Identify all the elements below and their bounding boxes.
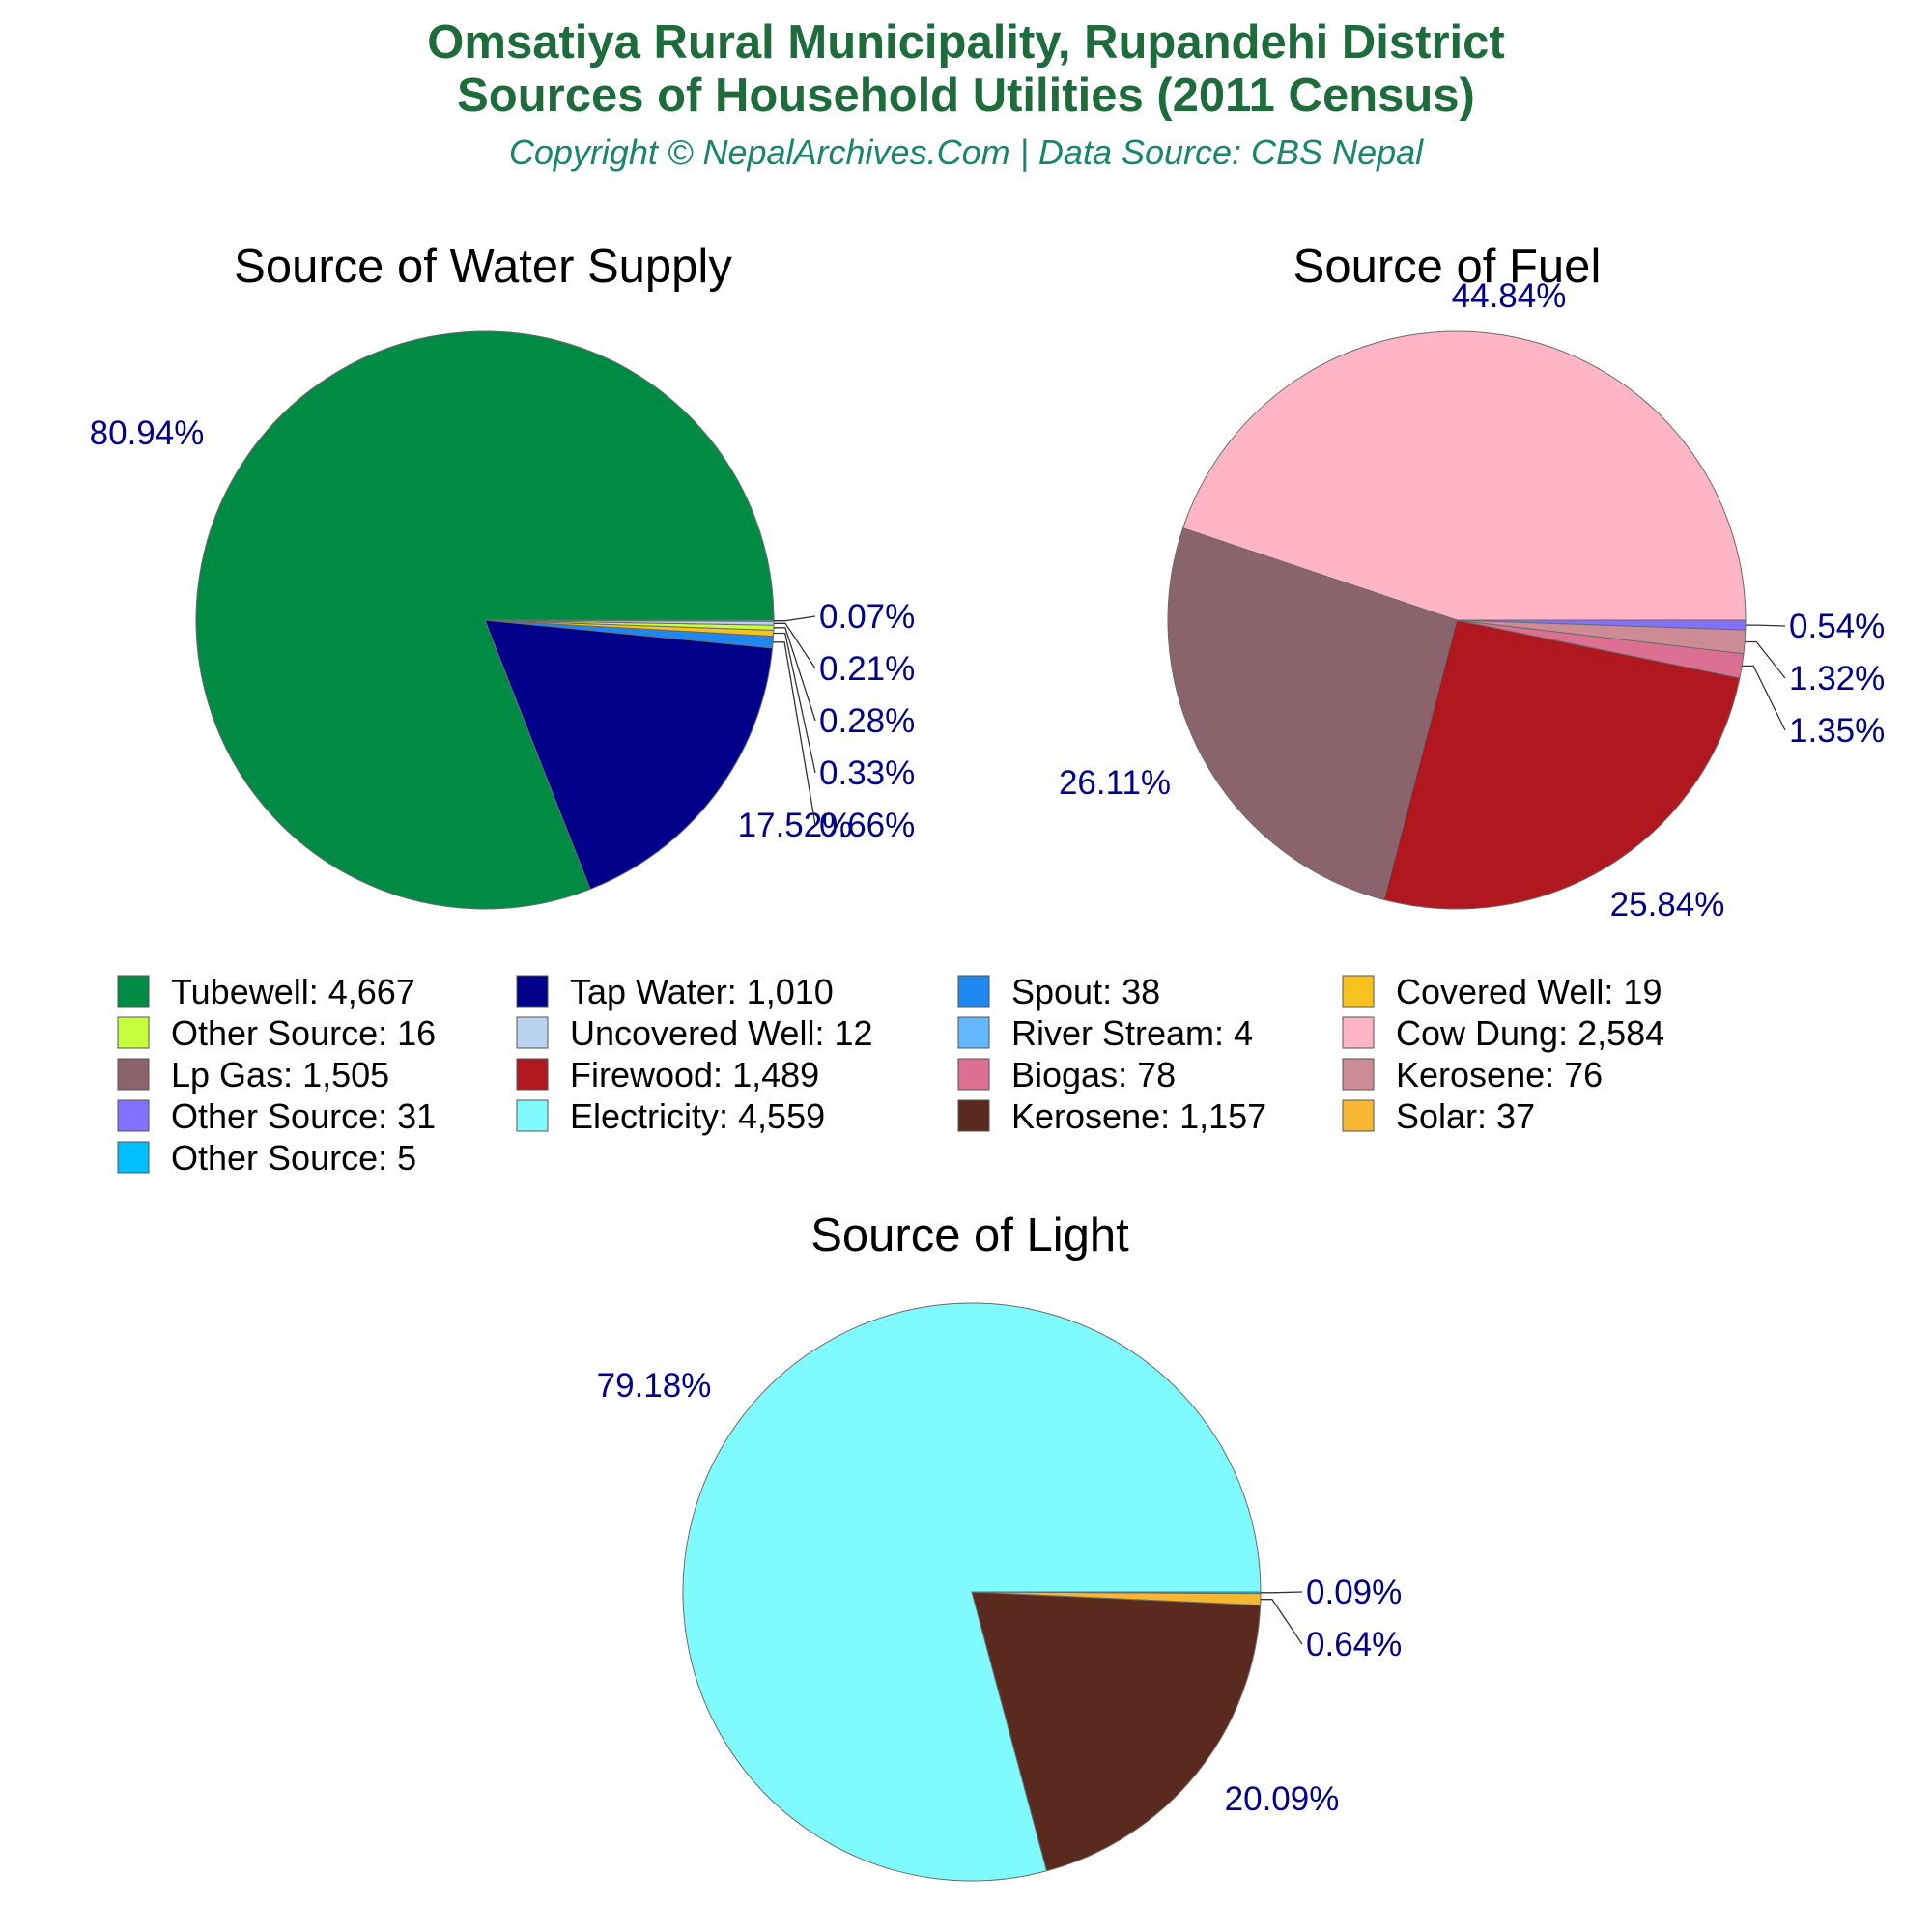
legend-item-6: River Stream: 4 <box>1011 1013 1253 1053</box>
light-leader-other-source <box>1261 1591 1303 1594</box>
copyright-note: Copyright © NepalArchives.Com | Data Sou… <box>509 132 1424 172</box>
light-pct-label-solar: 0.64% <box>1306 1626 1402 1663</box>
fuel-slice-firewood <box>1383 619 1741 910</box>
legend-swatch-13 <box>516 1099 549 1132</box>
legend-item-9: Firewood: 1,489 <box>570 1055 819 1094</box>
legend-item-2: Spout: 38 <box>1011 972 1160 1011</box>
legend-item-4: Other Source: 16 <box>171 1013 436 1053</box>
legend-item-10: Biogas: 78 <box>1011 1055 1176 1094</box>
water-slice-tubewell <box>195 330 775 910</box>
legend-swatch-8 <box>117 1058 150 1091</box>
legend-item-0: Tubewell: 4,667 <box>171 972 415 1011</box>
light-leader-solar <box>1260 1599 1303 1645</box>
fuel-pct-label-lp-gas: 26.11% <box>1059 764 1171 802</box>
light-pct-label-electricity: 79.18% <box>597 1367 712 1405</box>
legend-swatch-1 <box>516 975 549 1008</box>
legend-item-1: Tap Water: 1,010 <box>570 972 834 1011</box>
legend: Tubewell: 4,667 Tap Water: 1,010 Spout: 38… <box>117 972 1664 1178</box>
water-slice-tap-water <box>484 619 774 891</box>
chart-title-line2: Sources of Household Utilities (2011 Cen… <box>457 70 1475 122</box>
water-pct-label-tap-water: 17.52% <box>738 807 853 844</box>
water-supply-pie: Source of Water Supply 80.94% 17.52%0.66%… <box>90 241 915 910</box>
legend-item-14: Kerosene: 1,157 <box>1011 1096 1266 1136</box>
legend-swatch-14 <box>957 1099 990 1132</box>
legend-item-3: Covered Well: 19 <box>1396 972 1662 1011</box>
legend-item-11: Kerosene: 76 <box>1396 1055 1603 1094</box>
fuel-pct-label-biogas: 1.35% <box>1789 712 1885 750</box>
legend-item-8: Lp Gas: 1,505 <box>171 1055 389 1094</box>
legend-item-12: Other Source: 31 <box>171 1096 436 1136</box>
legend-swatch-3 <box>1342 975 1375 1008</box>
legend-swatch-5 <box>516 1016 549 1049</box>
light-title: Source of Light <box>810 1209 1129 1262</box>
legend-item-7: Cow Dung: 2,584 <box>1396 1013 1664 1053</box>
light-slice-kerosene <box>971 1591 1262 1872</box>
legend-item-15: Solar: 37 <box>1396 1096 1535 1136</box>
water-pct-label-other-source: 0.28% <box>819 702 915 740</box>
fuel-leader-kerosene <box>1745 640 1786 679</box>
legend-swatch-9 <box>516 1058 549 1091</box>
fuel-slice-lp-gas <box>1167 527 1458 900</box>
fuel-pct-label-kerosene: 1.32% <box>1789 660 1885 697</box>
fuel-pct-label-cow-dung: 44.84% <box>1452 277 1567 315</box>
legend-swatch-10 <box>957 1058 990 1091</box>
fuel-slice-other-source <box>1456 619 1747 631</box>
water-leader-spout <box>773 641 816 826</box>
legend-item-5: Uncovered Well: 12 <box>570 1013 873 1053</box>
light-pct-label-other-source: 0.09% <box>1306 1574 1402 1611</box>
water-leader-covered-well <box>773 632 816 774</box>
water-pct-label-uncovered-well: 0.21% <box>819 650 915 688</box>
fuel-slice-cow-dung <box>1181 330 1747 621</box>
legend-swatch-4 <box>117 1016 150 1049</box>
water-pct-label-tubewell: 80.94% <box>90 414 205 452</box>
legend-item-16: Other Source: 5 <box>171 1138 416 1178</box>
legend-swatch-0 <box>117 975 150 1008</box>
water-leader-river-stream <box>774 615 816 622</box>
water-pct-label-spout: 0.66% <box>819 807 915 844</box>
legend-swatch-12 <box>117 1099 150 1132</box>
legend-swatch-15 <box>1342 1099 1375 1132</box>
water-leader-uncovered-well <box>774 622 816 669</box>
water-pct-label-river-stream: 0.07% <box>819 598 915 636</box>
fuel-pie: Source of Fuel 44.84% 26.11% 25.84% 1.35% 1.… <box>1059 241 1885 923</box>
legend-item-13: Electricity: 4,559 <box>570 1096 825 1136</box>
light-pct-label-kerosene: 20.09% <box>1225 1780 1340 1818</box>
chart-title-line1: Omsatiya Rural Municipality, Rupandehi D… <box>427 16 1504 69</box>
light-pie: Source of Light 79.18% 20.09% 0.64% 0.09% <box>597 1209 1402 1882</box>
legend-swatch-6 <box>957 1016 990 1049</box>
water-supply-title: Source of Water Supply <box>234 241 732 293</box>
water-pct-label-covered-well: 0.33% <box>819 754 915 792</box>
fuel-title: Source of Fuel <box>1293 241 1602 293</box>
fuel-pct-label-other-source: 0.54% <box>1789 608 1885 645</box>
water-leader-other-source <box>773 627 816 722</box>
legend-swatch-11 <box>1342 1058 1375 1091</box>
legend-swatch-16 <box>117 1141 150 1174</box>
fuel-leader-other-source <box>1746 624 1786 627</box>
legend-swatch-7 <box>1342 1016 1375 1049</box>
fuel-pct-label-firewood: 25.84% <box>1610 886 1725 923</box>
fuel-leader-biogas <box>1742 665 1786 731</box>
legend-swatch-2 <box>957 975 990 1008</box>
